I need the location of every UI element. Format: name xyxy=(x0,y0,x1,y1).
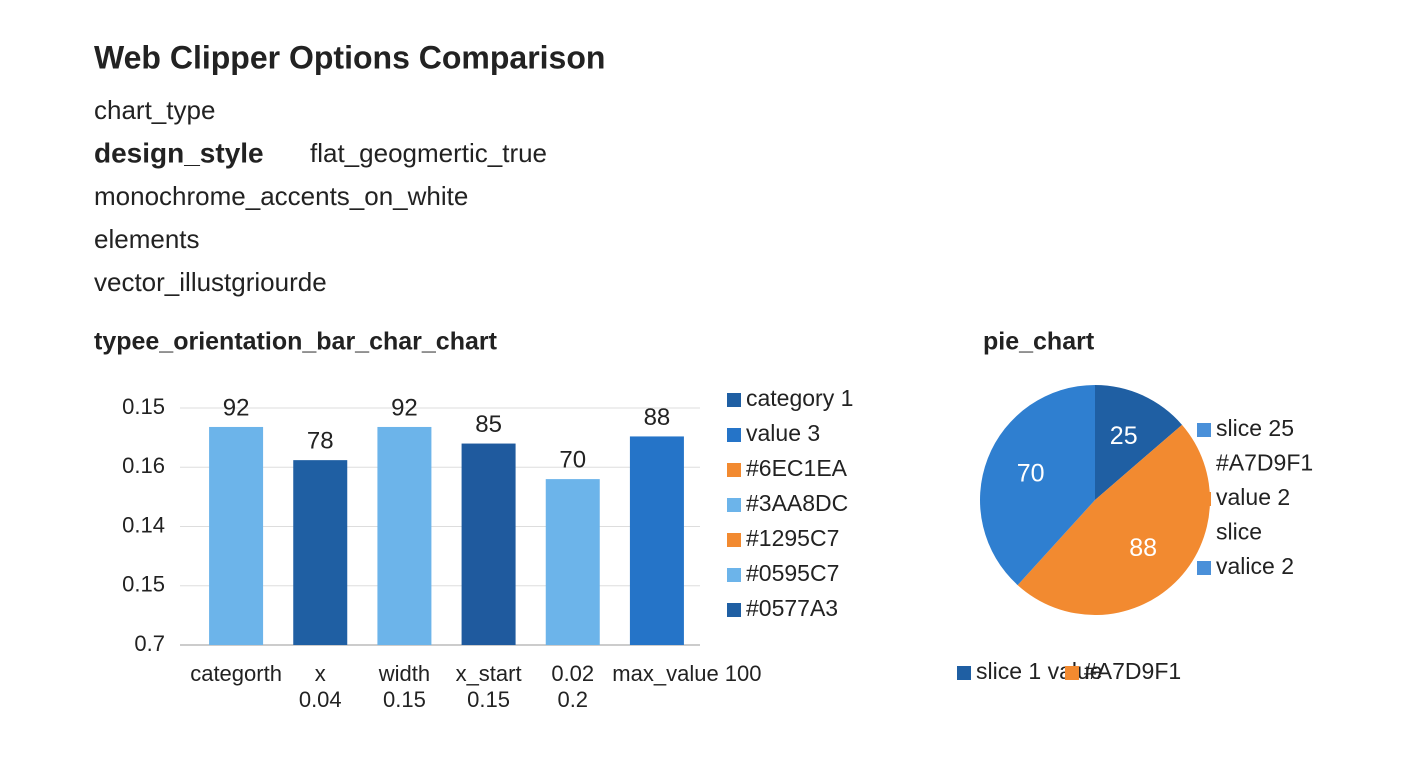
y-tick-label: 0.7 xyxy=(134,631,165,656)
legend-label: value 2 xyxy=(1216,484,1290,510)
legend-swatch xyxy=(1065,666,1079,680)
x-tick-label: categorth xyxy=(190,661,282,686)
y-tick-label: 0.15 xyxy=(122,394,165,419)
legend-label: #3AA8DC xyxy=(746,490,848,516)
legend-swatch xyxy=(727,393,741,407)
header-line: vector_illustgriourde xyxy=(94,267,327,297)
legend-swatch xyxy=(1197,492,1211,506)
pie-slice xyxy=(1095,385,1183,500)
legend-label: #A7D9F1 xyxy=(1216,450,1313,476)
header-line: monochrome_accents_on_white xyxy=(94,181,468,211)
legend-swatch xyxy=(727,603,741,617)
data-label: 88 xyxy=(644,404,671,431)
bar xyxy=(461,443,516,645)
bar xyxy=(629,436,684,645)
data-label: 88 xyxy=(1129,534,1157,562)
pie-slice xyxy=(1017,424,1211,616)
legend-label: #0577A3 xyxy=(746,595,838,621)
legend-swatch xyxy=(727,533,741,547)
header-line: elements xyxy=(94,224,200,254)
legend-label: #0595C7 xyxy=(746,560,839,586)
x-tick-label: 0.15 xyxy=(467,687,510,712)
legend-label: slice xyxy=(1216,519,1262,545)
data-label: 78 xyxy=(307,427,334,454)
legend-label: slice 1 value xyxy=(976,658,1103,684)
legend-label: #A7D9F1 xyxy=(1084,658,1181,684)
bar xyxy=(377,426,432,645)
x-tick-label: 0.02 xyxy=(551,661,594,686)
bar xyxy=(545,479,600,645)
bar-title: typee_orientation_bar_char_chart xyxy=(94,328,498,356)
x-tick-label: 0.04 xyxy=(299,687,342,712)
legend-label: category 1 xyxy=(746,385,853,411)
legend-swatch xyxy=(1197,423,1211,437)
data-label: 92 xyxy=(391,394,418,421)
legend-label: #6EC1EA xyxy=(746,455,848,481)
y-tick-label: 0.16 xyxy=(122,453,165,478)
pie-slice xyxy=(980,385,1095,586)
data-label: 70 xyxy=(1017,460,1045,488)
header-line: flat_geogmertic_true xyxy=(310,138,547,168)
header-line: design_style xyxy=(94,137,264,168)
data-label: 85 xyxy=(475,411,502,438)
legend-label: slice 25 xyxy=(1216,415,1294,441)
header-line: chart_type xyxy=(94,95,215,125)
legend-swatch xyxy=(957,666,971,680)
legend-label: value 3 xyxy=(746,420,820,446)
legend-swatch xyxy=(727,568,741,582)
legend-swatch xyxy=(727,463,741,477)
x-tick-label: x xyxy=(315,661,326,686)
x-tick-label: max_value 100 xyxy=(612,661,761,686)
data-label: 70 xyxy=(559,446,586,473)
data-label: 25 xyxy=(1110,422,1138,450)
x-tick-label: 0.15 xyxy=(383,687,426,712)
x-tick-label: width xyxy=(378,661,430,686)
legend-label: valice 2 xyxy=(1216,553,1294,579)
legend-swatch xyxy=(727,498,741,512)
bar xyxy=(209,426,264,645)
legend-label: #1295C7 xyxy=(746,525,839,551)
x-tick-label: x_start xyxy=(456,661,522,686)
legend-swatch xyxy=(727,428,741,442)
page-title: Web Clipper Options Comparison xyxy=(94,39,605,75)
x-tick-label: 0.2 xyxy=(557,687,588,712)
pie-title: pie_chart xyxy=(983,328,1095,356)
data-label: 92 xyxy=(223,394,250,421)
legend-swatch xyxy=(1197,561,1211,575)
y-tick-label: 0.14 xyxy=(122,512,165,537)
bar xyxy=(293,460,348,645)
y-tick-label: 0.15 xyxy=(122,572,165,597)
